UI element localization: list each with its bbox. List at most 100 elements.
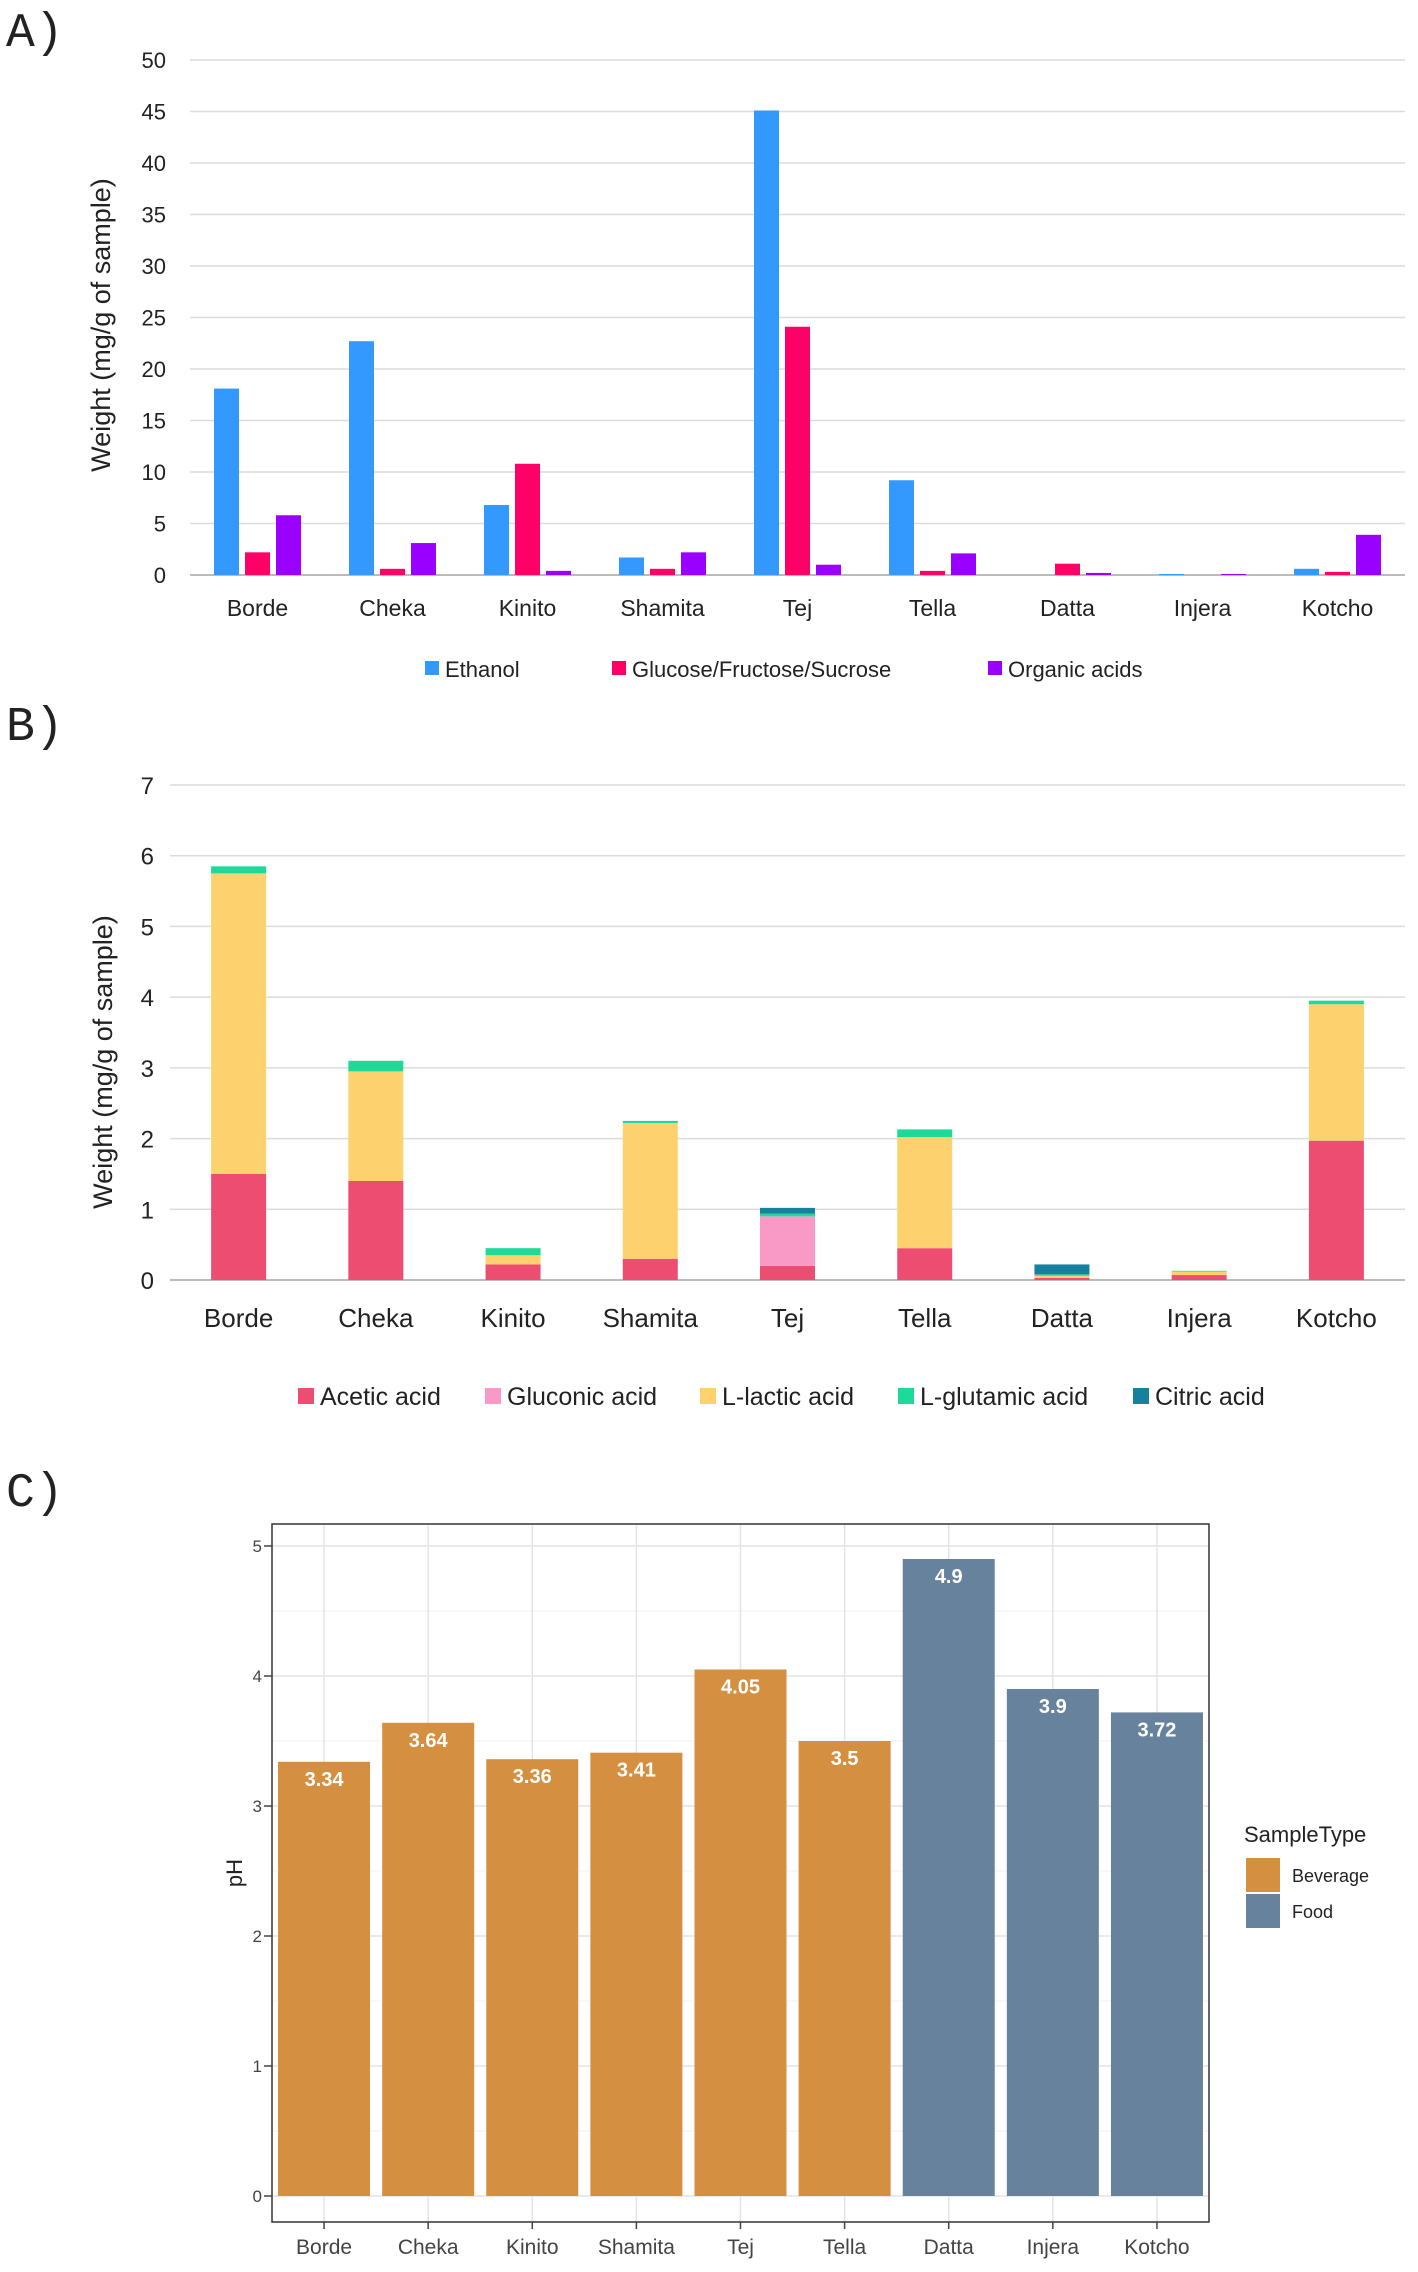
- panel-a-y-axis-label: Weight (mg/g of sample): [86, 178, 116, 472]
- legend-swatch-glucose-fructose-sucrose: [612, 661, 626, 675]
- bar-segment-l-lactic-acid-tella: [897, 1137, 953, 1249]
- bar-segment-acetic-acid-injera: [1171, 1275, 1227, 1280]
- legend-label-ethanol: Ethanol: [445, 657, 520, 682]
- bar-segment-l-glutamic-acid-borde: [211, 866, 267, 874]
- panel-c-y-tick-labels: 0 1 2 3 4 5: [253, 1537, 272, 2206]
- legend-swatch-l-lactic-acid: [700, 1388, 716, 1404]
- y-tick-label-50: 50: [142, 48, 166, 73]
- legend-label-organic-acids: Organic acids: [1008, 657, 1143, 682]
- panel-a-y-tick-labels: 0 5 10 15 20 25 30 35 40 45 50: [142, 48, 166, 588]
- bar-segment-l-lactic-acid-datta: [1034, 1275, 1090, 1278]
- x-tick-label-datta: Datta: [1040, 595, 1095, 621]
- panel-a: A) 0 5 10 15 20 25 30 35 40 45 50 Borde Cheka Kinito…: [6, 7, 1405, 682]
- bar-kotcho: [1110, 1712, 1203, 2196]
- y-tick-label-1: 1: [141, 1197, 154, 1224]
- value-label-cheka: 3.64: [409, 1730, 449, 1752]
- bar-segment-citric-acid-tej: [760, 1207, 815, 1214]
- bar-glucose-fructose-sucrose-tella: [920, 570, 945, 575]
- bar-organic-acids-kinito: [546, 570, 571, 575]
- panel-c: C) 3.34 3.64 3.36 3.41 4.05 3.5 4.9 3.9 3.72 0 1 2…: [6, 1467, 1369, 2259]
- bar-ethanol-injera: [1159, 573, 1184, 575]
- bar-cheka: [382, 1722, 475, 2196]
- bar-glucose-fructose-sucrose-borde: [245, 552, 270, 575]
- x-tick-label-tella: Tella: [823, 2236, 867, 2259]
- legend-swatch-ethanol: [425, 661, 439, 675]
- panel-b-y-tick-labels: 0 1 2 3 4 5 6 7: [141, 773, 154, 1295]
- bar-ethanol-tej: [754, 110, 779, 575]
- bar-datta: [902, 1559, 995, 2196]
- x-tick-label-tej: Tej: [783, 595, 812, 621]
- y-tick-label-5: 5: [154, 512, 166, 537]
- legend-swatch-acetic-acid: [298, 1388, 314, 1404]
- bar-organic-acids-borde: [276, 515, 301, 575]
- bar-organic-acids-tella: [951, 553, 976, 575]
- legend-swatch-gluconic-acid: [485, 1388, 501, 1404]
- panel-c-legend: SampleType Beverage Food: [1244, 1822, 1369, 1928]
- bar-ethanol-borde: [214, 388, 239, 575]
- bar-ethanol-kotcho: [1294, 568, 1319, 575]
- panel-b: B) 0 1 2 3 4 5 6 7 Borde Cheka Kinito Shamita Tej Te…: [6, 701, 1405, 1411]
- x-tick-label-tella: Tella: [898, 1303, 952, 1333]
- x-tick-label-kinito: Kinito: [499, 595, 557, 621]
- bar-organic-acids-tej: [816, 564, 841, 575]
- panel-b-label: B): [6, 701, 64, 755]
- bar-organic-acids-injera: [1221, 573, 1246, 575]
- y-tick-label-4: 4: [253, 1667, 262, 1686]
- x-tick-label-borde: Borde: [296, 2236, 352, 2259]
- bar-segment-acetic-acid-kinito: [485, 1264, 541, 1280]
- x-tick-label-shamita: Shamita: [603, 1303, 699, 1333]
- y-tick-label-3: 3: [141, 1056, 154, 1083]
- legend-swatch-citric-acid: [1133, 1388, 1149, 1404]
- bar-shamita: [590, 1752, 683, 2196]
- bar-segment-acetic-acid-cheka: [348, 1181, 404, 1280]
- x-tick-label-datta: Datta: [1031, 1303, 1094, 1333]
- bar-glucose-fructose-sucrose-cheka: [380, 568, 405, 575]
- legend-label-acetic-acid: Acetic acid: [320, 1383, 441, 1411]
- y-tick-label-0: 0: [253, 2187, 262, 2206]
- legend-swatch-food: [1246, 1894, 1280, 1928]
- x-tick-label-kotcho: Kotcho: [1124, 2236, 1189, 2259]
- value-label-datta: 4.9: [935, 1566, 963, 1588]
- bar-segment-acetic-acid-tej: [760, 1265, 815, 1280]
- panel-b-legend: Acetic acid Gluconic acid L-lactic acid L-g…: [298, 1383, 1265, 1411]
- y-tick-label-2: 2: [141, 1127, 154, 1154]
- legend-label-glucose-fructose-sucrose: Glucose/Fructose/Sucrose: [632, 657, 891, 682]
- bar-segment-l-lactic-acid-cheka: [348, 1071, 404, 1181]
- x-tick-label-borde: Borde: [227, 595, 288, 621]
- panel-b-x-tick-labels: Borde Cheka Kinito Shamita Tej Tella Datta Inje…: [204, 1303, 1377, 1333]
- bar-kinito: [486, 1759, 579, 2196]
- bar-glucose-fructose-sucrose-shamita: [650, 568, 675, 575]
- bar-ethanol-tella: [889, 480, 914, 575]
- panel-c-bars: [278, 1559, 1203, 2196]
- bar-injera: [1006, 1689, 1099, 2196]
- legend-label-citric-acid: Citric acid: [1155, 1383, 1265, 1411]
- panel-a-x-tick-labels: Borde Cheka Kinito Shamita Tej Tella Datta Inje…: [227, 595, 1373, 621]
- x-tick-label-shamita: Shamita: [620, 595, 705, 621]
- bar-segment-l-lactic-acid-injera: [1171, 1271, 1227, 1276]
- value-label-borde: 3.34: [305, 1769, 345, 1791]
- bar-segment-l-glutamic-acid-shamita: [622, 1120, 678, 1124]
- value-label-tej: 4.05: [721, 1677, 760, 1699]
- value-label-injera: 3.9: [1039, 1696, 1067, 1718]
- legend-label-gluconic-acid: Gluconic acid: [507, 1383, 657, 1411]
- x-tick-label-cheka: Cheka: [359, 595, 426, 621]
- bar-segment-acetic-acid-kotcho: [1308, 1140, 1364, 1280]
- bar-borde: [278, 1761, 371, 2196]
- bar-segment-gluconic-acid-tej: [760, 1216, 815, 1266]
- bar-segment-l-glutamic-acid-kinito: [485, 1248, 541, 1256]
- y-tick-label-25: 25: [142, 306, 166, 331]
- x-tick-label-kotcho: Kotcho: [1296, 1303, 1377, 1333]
- y-tick-label-45: 45: [142, 100, 166, 125]
- x-tick-label-borde: Borde: [204, 1303, 273, 1333]
- panel-b-bars: [211, 866, 1364, 1280]
- bar-ethanol-cheka: [349, 341, 374, 575]
- x-tick-label-cheka: Cheka: [398, 2236, 459, 2259]
- legend-label-l-glutamic-acid: L-glutamic acid: [920, 1383, 1088, 1411]
- legend-label-beverage: Beverage: [1292, 1866, 1369, 1886]
- value-label-kinito: 3.36: [513, 1766, 552, 1788]
- y-tick-label-2: 2: [253, 1927, 262, 1946]
- panel-c-legend-title: SampleType: [1244, 1822, 1366, 1847]
- x-tick-label-injera: Injera: [1027, 2236, 1080, 2259]
- bar-segment-citric-acid-datta: [1034, 1264, 1090, 1275]
- bar-glucose-fructose-sucrose-datta: [1055, 563, 1080, 575]
